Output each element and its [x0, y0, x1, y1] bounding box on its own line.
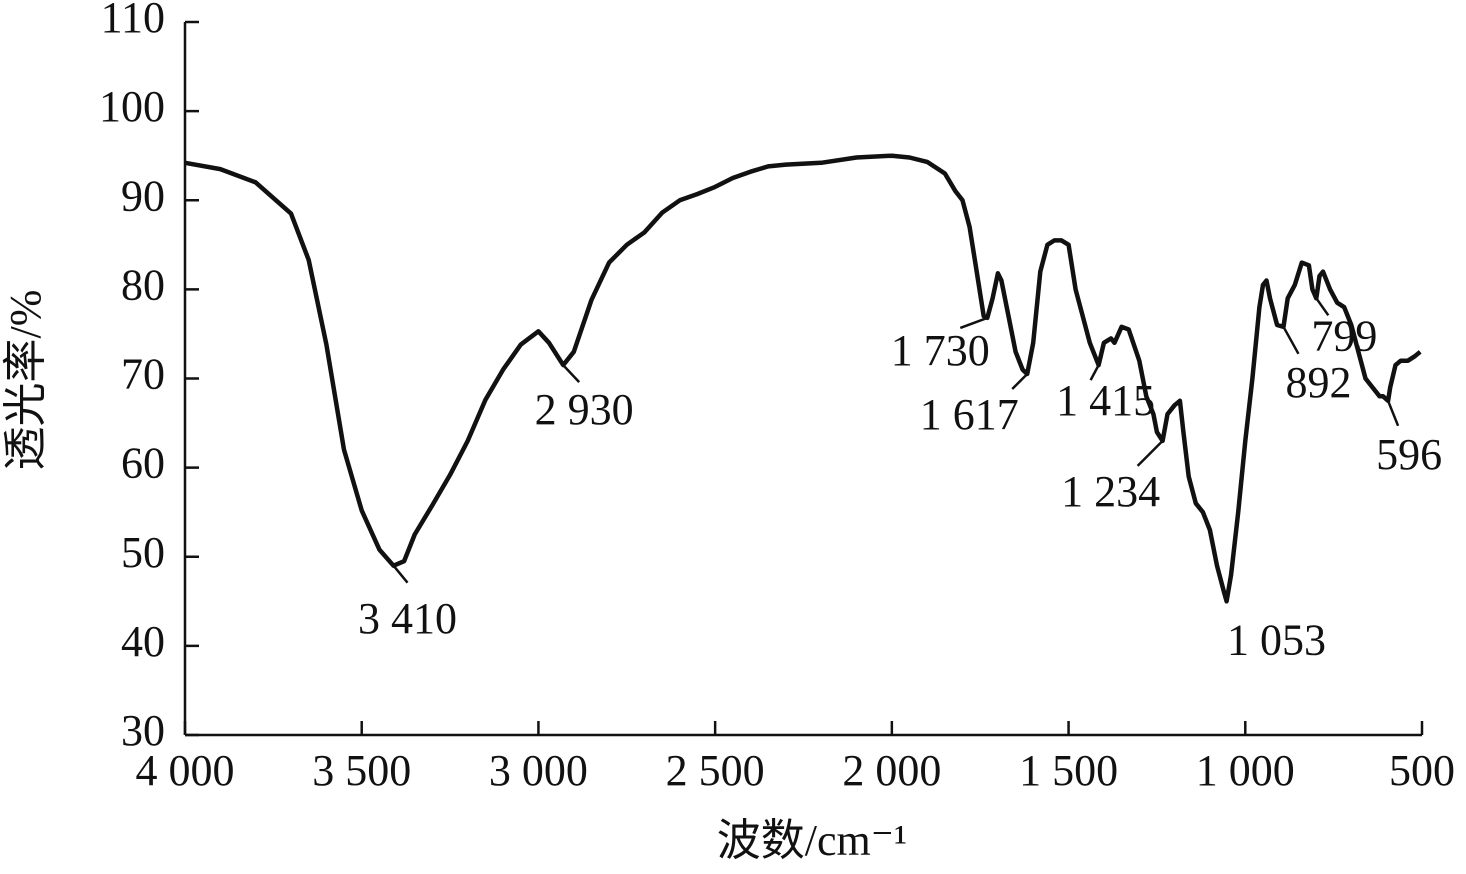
annotation-label: 892 — [1285, 358, 1351, 407]
y-tick-label: 100 — [99, 82, 165, 131]
x-tick-label: 1 000 — [1196, 746, 1295, 795]
annotation-label: 1 415 — [1056, 376, 1155, 425]
y-tick-label: 50 — [121, 528, 165, 577]
annotation-label: 1 730 — [891, 326, 990, 375]
annotation-label: 2 930 — [535, 385, 634, 434]
annotation-leader — [1315, 297, 1330, 317]
y-axis-label: 透光率/% — [1, 290, 50, 471]
y-tick-label: 110 — [101, 0, 165, 42]
x-tick-label: 4 000 — [136, 746, 235, 795]
y-tick-label: 80 — [121, 260, 165, 309]
annotation-label: 1 234 — [1061, 467, 1160, 516]
annotation-leader — [1011, 373, 1029, 390]
annotation-label: 799 — [1311, 311, 1377, 360]
y-tick-label: 60 — [121, 439, 165, 488]
annotation-label: 596 — [1376, 430, 1442, 479]
x-tick-label: 1 500 — [1019, 746, 1118, 795]
annotation-leader — [1386, 400, 1400, 427]
x-tick-label: 2 000 — [842, 746, 941, 795]
spectrum-line — [184, 153, 1422, 604]
annotation-leader — [1136, 440, 1164, 467]
x-axis-label: 波数/cm⁻¹ — [717, 816, 907, 865]
x-tick-label: 500 — [1389, 746, 1455, 795]
annotation-label: 1 053 — [1227, 615, 1326, 664]
annotation-label: 1 617 — [920, 390, 1019, 439]
y-tick-label: 70 — [121, 350, 165, 399]
x-tick-label: 2 500 — [666, 746, 765, 795]
y-tick-label: 90 — [121, 171, 165, 220]
annotation-leader — [1089, 364, 1100, 381]
annotation-leader — [959, 316, 988, 330]
annotation-leader — [392, 564, 409, 584]
y-tick-label: 30 — [121, 706, 165, 755]
annotation-leader — [1282, 326, 1300, 355]
x-tick-label: 3 500 — [312, 746, 411, 795]
annotation-label: 3 410 — [358, 594, 457, 643]
y-tick-label: 40 — [121, 617, 165, 666]
x-tick-label: 3 000 — [489, 746, 588, 795]
annotation-leader — [562, 364, 581, 383]
